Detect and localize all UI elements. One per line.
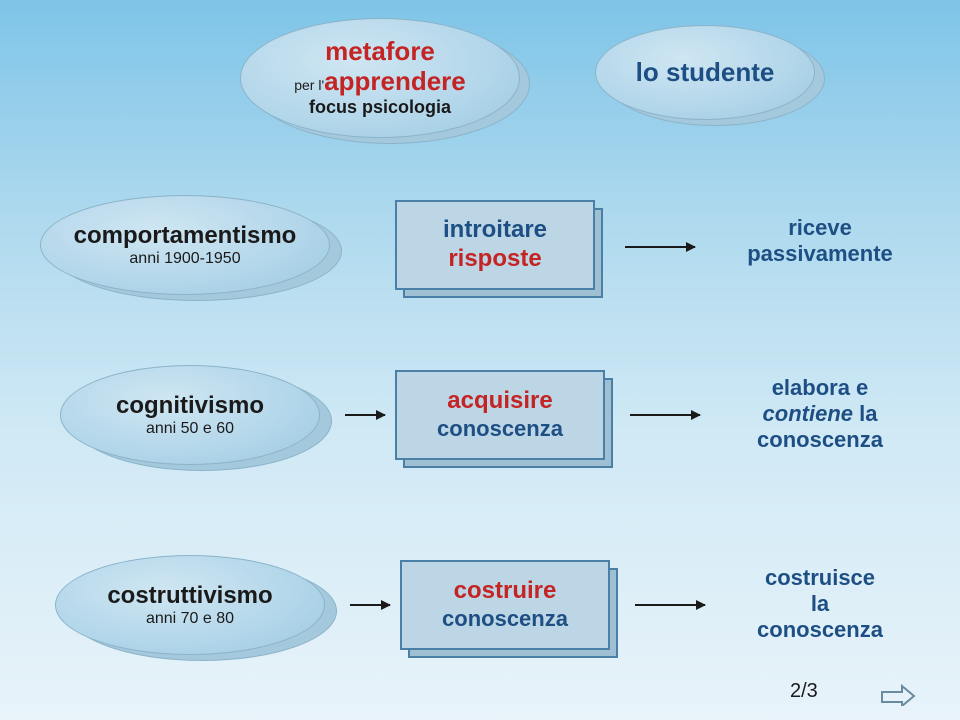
row1-box-line2: risposte [448, 245, 541, 274]
row2-box-line2: conoscenza [437, 416, 563, 442]
row1-ellipse-sub: anni 1900-1950 [129, 250, 240, 268]
row2-result: elabora e contiene la conoscenza [720, 375, 920, 453]
metafore-line1: metafore [325, 36, 435, 66]
metafore-line2-main: apprendere [324, 66, 466, 96]
row3-ellipse-title: costruttivismo [107, 582, 272, 610]
row2-result-line3: conoscenza [720, 427, 920, 453]
row1-arrow [625, 246, 695, 248]
row3-arrow-right [635, 604, 705, 606]
row2-result-line2-post: la [853, 401, 877, 426]
row2-ellipse-sub: anni 50 e 60 [146, 420, 234, 438]
studente-label: lo studente [636, 58, 775, 88]
row3-result-line2: la [720, 591, 920, 617]
metafore-line2-pre: per l' [294, 77, 324, 93]
row3-result-line3: conoscenza [720, 617, 920, 643]
row2-ellipse-title: cognitivismo [116, 392, 264, 420]
row2-box-line1: acquisire [447, 387, 552, 416]
metafore-line3: focus psicologia [309, 97, 451, 117]
row1-box-line1: introitare [443, 216, 547, 245]
row3-ellipse-sub: anni 70 e 80 [146, 610, 234, 628]
row2-result-line2-pre: contiene [763, 401, 853, 426]
row3-box-line2: conoscenza [442, 606, 568, 632]
next-arrow-icon[interactable] [880, 678, 916, 706]
row3-box-line1: costruire [454, 577, 557, 606]
row3-result: costruisce la conoscenza [720, 565, 920, 643]
row2-arrow-left [345, 414, 385, 416]
row1-result-line1: riceve [720, 215, 920, 241]
row3-result-line1: costruisce [720, 565, 920, 591]
row2-arrow-right [630, 414, 700, 416]
row3-arrow-left [350, 604, 390, 606]
row1-result: riceve passivamente [720, 215, 920, 267]
row1-result-line2: passivamente [720, 241, 920, 267]
page-number: 2/3 [790, 680, 818, 703]
row2-result-line1: elabora e [720, 375, 920, 401]
row1-ellipse-title: comportamentismo [74, 222, 297, 250]
